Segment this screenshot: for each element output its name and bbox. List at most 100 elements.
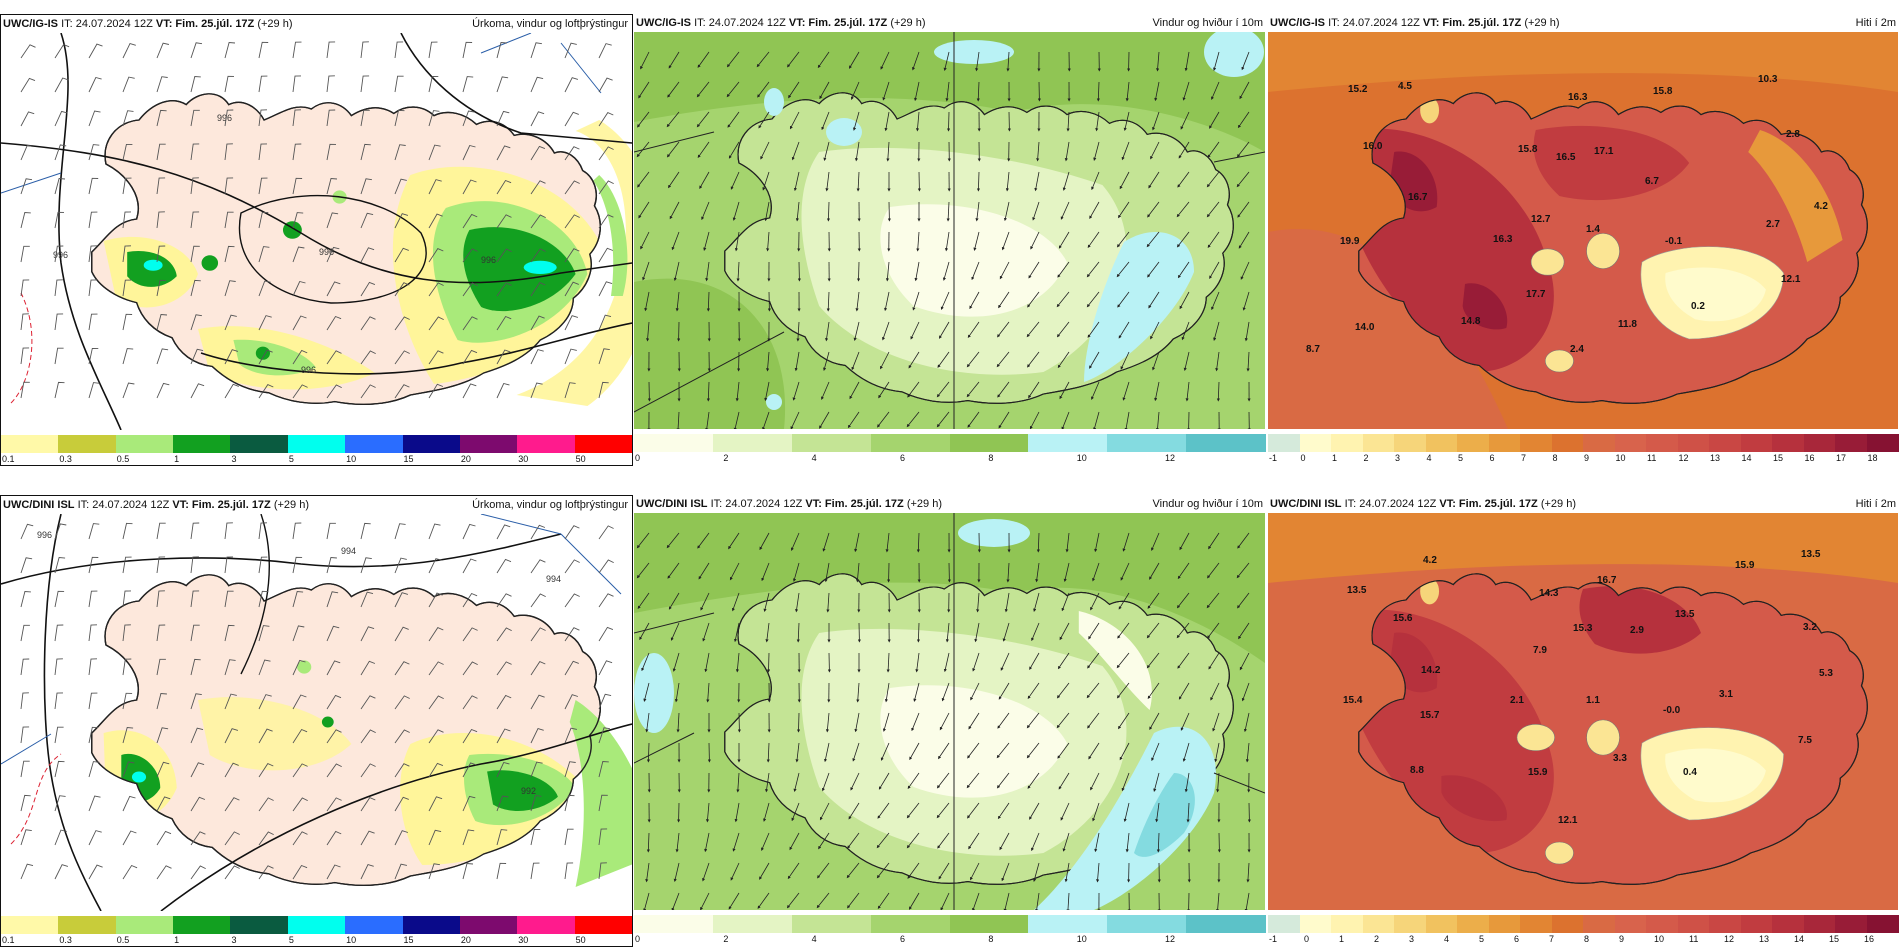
wind-barb: [462, 523, 476, 540]
wind-arrow: [1096, 862, 1100, 883]
wind-arrow: [878, 772, 890, 790]
wind-arrow: [1086, 682, 1100, 699]
wind-barb: [20, 212, 31, 229]
wind-arrow: [968, 832, 980, 850]
wind-barb: [428, 523, 441, 540]
wind-barb: [88, 211, 98, 229]
wind-arrow: [1089, 201, 1100, 219]
wind-arrow: [791, 141, 800, 161]
wind-barb: [190, 211, 200, 229]
wind-arrow: [850, 81, 860, 100]
colorbar-swatch: [1, 916, 59, 934]
wind-arrow: [1206, 171, 1220, 188]
wind-barb: [530, 862, 540, 880]
colorbar-tick: 0: [635, 453, 641, 463]
wind-arrow: [1029, 652, 1040, 670]
colorbar-swatch: [1331, 434, 1363, 452]
wind-arrow: [996, 351, 1010, 368]
colorbar-swatch: [1646, 915, 1678, 933]
colorbar-swatch: [791, 434, 872, 452]
wind-arrow: [762, 411, 770, 429]
colorbar-tick: 20: [460, 935, 471, 945]
wind-arrow: [641, 652, 650, 672]
colorbar-swatch: [1677, 915, 1710, 933]
wind-arrow: [1087, 652, 1100, 669]
wind-arrow: [946, 201, 950, 222]
wind-barb: [258, 109, 268, 127]
wind-arrow: [1034, 171, 1040, 192]
wind-barb: [326, 246, 340, 263]
colorbar-tick: 5: [1458, 453, 1464, 463]
colorbar-swatch: [1028, 434, 1108, 452]
wind-arrow: [728, 141, 740, 159]
wind-arrow: [796, 622, 800, 643]
wind-barb: [224, 280, 236, 297]
lead-time: (+29 h): [906, 498, 943, 510]
wind-barb: [156, 556, 166, 574]
wind-barb: [462, 728, 478, 744]
wind-barb: [326, 694, 342, 710]
wind-arrow: [906, 802, 920, 819]
wind-arrow: [1036, 532, 1040, 553]
wind-arrow: [1210, 682, 1220, 701]
wind-arrow: [1056, 682, 1070, 699]
wind-barb: [20, 726, 30, 744]
wind-barb: [258, 865, 274, 880]
field-title: Úrkoma, vindur og loftþrýstingur: [472, 18, 628, 30]
temp-value-label: 4.2: [1814, 201, 1828, 212]
wind-arrow: [1065, 532, 1070, 553]
wind-barb: [360, 557, 372, 574]
colorbar-swatch: [1107, 915, 1187, 933]
wind-barb: [462, 349, 478, 365]
temp-value-label: 12.7: [1531, 214, 1551, 225]
wind-barb: [54, 624, 64, 642]
wind-colorbar: 0 2 4 6 8 10 12: [634, 434, 1266, 468]
colorbar-tick: 1: [174, 935, 180, 945]
wind-barb: [496, 110, 510, 127]
wind-arrow: [997, 321, 1010, 338]
wind-barb: [530, 214, 546, 229]
wind-arrow: [1026, 742, 1040, 759]
wind-barb: [462, 661, 478, 676]
wind-barb: [360, 591, 374, 608]
wind-barb: [530, 524, 546, 540]
wind-barbs: [20, 522, 614, 880]
wind-barb: [156, 590, 165, 608]
wind-arrow: [697, 51, 710, 68]
wind-barb: [190, 693, 202, 710]
colorbar-swatch: [1362, 915, 1395, 933]
wind-arrow: [937, 351, 950, 368]
wind-arrow: [851, 351, 860, 371]
wind-barb: [394, 626, 409, 642]
wind-barb: [496, 42, 508, 59]
wind-barb: [326, 557, 337, 574]
wind-arrow: [1238, 231, 1250, 249]
wind-barb: [258, 797, 274, 812]
isobar-label: 996: [217, 113, 232, 123]
wind-arrow: [645, 862, 650, 883]
wind-map: [634, 513, 1265, 910]
wind-arrow: [668, 51, 680, 69]
wind-arrow: [1056, 321, 1070, 338]
colorbar-swatch: [1835, 434, 1867, 452]
wind-arrow: [1214, 742, 1220, 763]
wind-arrow: [793, 171, 800, 192]
wind-arrow: [671, 231, 680, 251]
wind-barb: [530, 42, 542, 59]
wind-barb: [122, 692, 133, 710]
wind-barb: [122, 556, 132, 574]
wind-arrow: [732, 832, 740, 852]
wind-arrow: [706, 381, 710, 402]
lead-time: (+29 h): [1524, 17, 1560, 29]
colorbar-tick: 2: [1374, 934, 1380, 944]
wind-barb: [258, 143, 268, 161]
wind-barb: [326, 763, 342, 778]
wind-arrow: [1211, 291, 1220, 311]
wind-barb: [360, 522, 371, 540]
wind-barb: [156, 109, 167, 127]
panel-header: UWC/IG-IS IT: 24.07.2024 12Z VT: Fim. 25…: [1, 15, 632, 33]
wind-arrow: [1239, 652, 1250, 671]
wind-arrow: [940, 892, 950, 910]
wind-arrow: [1209, 261, 1220, 279]
init-time: IT: 24.07.2024 12Z: [1328, 17, 1420, 29]
